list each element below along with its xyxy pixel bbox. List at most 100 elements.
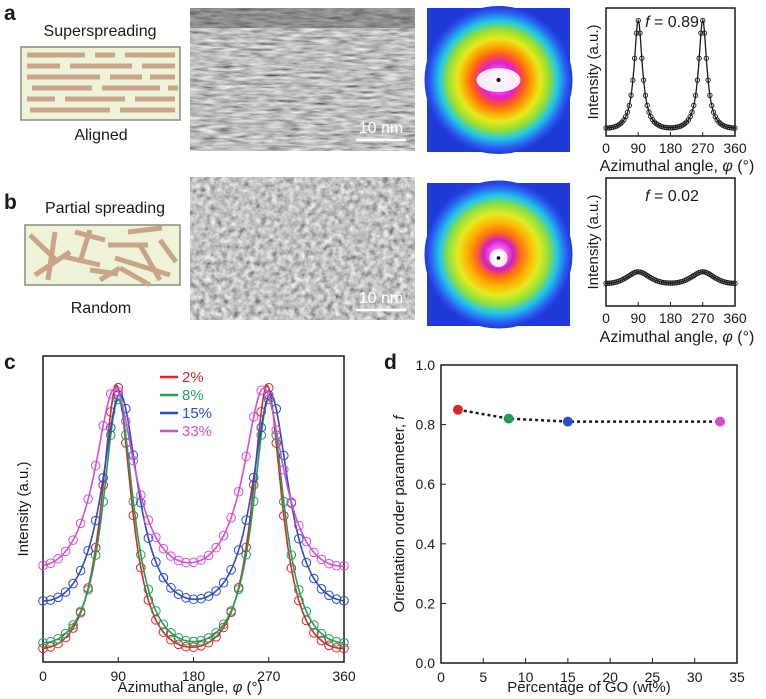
data-point xyxy=(38,596,48,606)
data-point xyxy=(628,92,634,99)
data-point xyxy=(166,627,176,638)
ylabel-c: Intensity (a.u.) xyxy=(15,461,32,556)
xlabel-a: Azimuthal angle, φ (°) xyxy=(600,158,755,175)
y-tick-label: 0.4 xyxy=(416,536,436,552)
data-point xyxy=(562,416,573,427)
data-point xyxy=(166,634,176,645)
data-point xyxy=(128,496,139,507)
data-point xyxy=(703,55,709,61)
data-point xyxy=(331,560,342,571)
schematic-title-b: Partial spreading xyxy=(45,200,165,217)
data-point xyxy=(286,563,297,573)
data-point xyxy=(700,17,706,24)
data-point xyxy=(667,125,674,131)
data-point xyxy=(136,490,146,500)
data-point xyxy=(309,628,319,638)
schematic-title-a: Superspreading xyxy=(44,23,157,40)
data-point xyxy=(637,30,643,36)
data-point xyxy=(301,557,312,568)
x-tick-label: 180 xyxy=(182,668,206,684)
data-point xyxy=(203,550,214,561)
intensity-plot-a: f = 0.89 Intensity (a.u.) 0 90 180 270 360 A… xyxy=(585,7,755,175)
series-line xyxy=(42,384,344,650)
tem-image-a: 10 nm xyxy=(190,8,415,151)
x-tick-label: 90 xyxy=(110,668,126,684)
data-point xyxy=(233,545,244,555)
f-label-b: f = 0.02 xyxy=(645,188,699,205)
x-tick-label: 270 xyxy=(257,668,281,684)
saxs-pattern-a xyxy=(424,6,573,154)
rod xyxy=(64,254,101,268)
data-point xyxy=(211,586,221,596)
data-point xyxy=(301,536,312,547)
data-point xyxy=(53,553,63,564)
data-point xyxy=(696,55,702,61)
data-point xyxy=(68,578,78,589)
data-point xyxy=(286,550,297,560)
data-point xyxy=(60,587,71,597)
y-tick-label: 1.0 xyxy=(416,357,436,373)
rod xyxy=(33,249,72,278)
x-tick-label: 90 xyxy=(630,310,646,326)
data-point xyxy=(667,280,674,286)
x-tick-label: 35 xyxy=(729,669,745,685)
xlabel-c: Azimuthal angle, φ (°) xyxy=(117,679,262,696)
data-point xyxy=(181,593,191,603)
series-line xyxy=(42,387,345,567)
data-point xyxy=(53,592,63,603)
data-point xyxy=(173,589,184,600)
data-point xyxy=(644,102,650,109)
data-point xyxy=(633,30,640,36)
data-point xyxy=(188,642,199,652)
data-point xyxy=(105,389,116,399)
tem-image-b: 10 nm xyxy=(190,177,415,320)
series-line xyxy=(42,398,345,644)
data-point xyxy=(662,280,668,286)
data-point xyxy=(68,620,78,630)
data-point xyxy=(503,413,514,424)
x-tick-label: 270 xyxy=(691,140,715,156)
data-point xyxy=(173,639,184,650)
data-point xyxy=(211,542,221,553)
data-point xyxy=(233,486,244,497)
chart-d: 0 5 10 15 20 25 30 35 0.0 0.2 0.4 0.6 0.8 1.0 Orienta… xyxy=(391,357,745,696)
data-point xyxy=(294,520,304,531)
data-point xyxy=(710,109,717,115)
x-tick-label: 0 xyxy=(602,140,610,156)
x-tick-label: 30 xyxy=(687,669,703,685)
data-point xyxy=(709,102,715,109)
schematic-aligned xyxy=(20,46,181,121)
x-tick-label: 15 xyxy=(560,669,576,685)
data-point xyxy=(90,550,101,560)
ylabel-a: Intensity (a.u.) xyxy=(585,24,602,119)
data-point xyxy=(279,464,289,475)
rod xyxy=(118,265,152,288)
data-point xyxy=(233,584,244,595)
data-point xyxy=(151,606,161,616)
data-point xyxy=(143,595,154,605)
data-point xyxy=(640,77,647,83)
rod xyxy=(98,265,122,283)
data-point xyxy=(642,92,649,99)
x-tick-label: 25 xyxy=(645,669,661,685)
data-point xyxy=(75,518,86,529)
data-point xyxy=(316,628,327,639)
panel-letter-c: c xyxy=(4,351,16,374)
rod xyxy=(157,238,179,264)
rod xyxy=(114,255,171,278)
data-point xyxy=(701,30,708,36)
data-point xyxy=(726,280,733,286)
x-tick-label: 180 xyxy=(659,310,683,326)
schematic-random xyxy=(24,224,181,288)
data-point xyxy=(241,515,251,525)
series-8% xyxy=(38,394,349,648)
rod xyxy=(127,225,163,235)
data-point xyxy=(623,114,629,120)
data-point xyxy=(226,565,236,575)
scale-bar-label-b: 10 nm xyxy=(359,290,403,307)
data-point xyxy=(605,280,611,286)
data-point xyxy=(83,494,93,504)
data-point xyxy=(136,549,146,560)
data-point xyxy=(707,92,713,99)
legend-label: 15% xyxy=(182,405,212,422)
